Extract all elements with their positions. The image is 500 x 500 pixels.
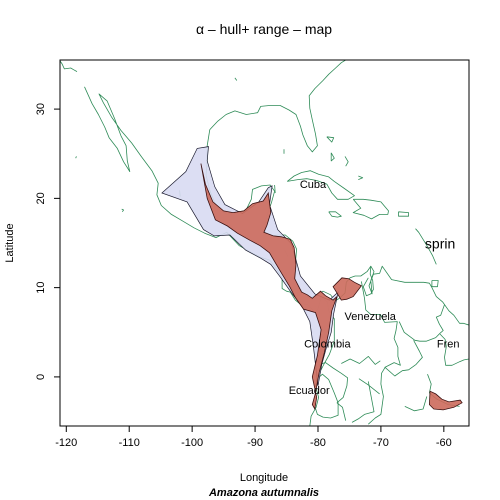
place-label-sprin: sprin — [425, 236, 455, 252]
coastline-9 — [326, 136, 335, 143]
map-title: α – hull+ range – map — [196, 21, 332, 37]
coastline-26 — [358, 378, 380, 395]
x-tick-label: -110 — [119, 437, 140, 449]
y-axis-label: Latitude — [4, 223, 16, 262]
coastline-1 — [205, 129, 469, 326]
coastline-33 — [234, 77, 238, 81]
coastline-32 — [75, 156, 77, 159]
place-label-cuba: Cuba — [300, 179, 327, 191]
x-tick-label: -70 — [373, 437, 389, 449]
coastline-8 — [415, 228, 437, 265]
coastline-13 — [60, 60, 78, 72]
place-label-venezuela: Venezuela — [345, 311, 397, 323]
range-polygon-2 — [428, 390, 463, 411]
coastline-28 — [351, 381, 375, 423]
coastline-17 — [362, 266, 374, 297]
x-tick-label: -60 — [436, 437, 452, 449]
y-tick-label: 30 — [35, 103, 47, 115]
coastline-5 — [352, 198, 389, 220]
coastline-7 — [431, 280, 439, 288]
coastline-27 — [341, 356, 381, 365]
coastline-25 — [404, 396, 428, 412]
x-tick-label: -90 — [247, 437, 263, 449]
y-tick-label: 0 — [35, 374, 47, 380]
x-axis: -120 -110 -100 -90 -80 -70 -60 — [55, 426, 452, 449]
coastline-21 — [398, 304, 445, 342]
coastline-14 — [121, 208, 124, 213]
x-tick-label: -120 — [55, 437, 77, 449]
coastline-10 — [330, 152, 335, 162]
coastline-29 — [336, 402, 347, 421]
species-subtitle: Amazona autumnalis — [208, 487, 319, 499]
coastline-3 — [286, 170, 355, 200]
coastline-6 — [398, 211, 409, 217]
coastline-18 — [314, 373, 339, 419]
x-tick-label: -80 — [310, 437, 326, 449]
coastline-11 — [344, 156, 349, 167]
y-tick-label: 10 — [35, 282, 47, 294]
range-polygon-1 — [332, 277, 363, 301]
coastline-2 — [209, 60, 346, 153]
coastline-4 — [328, 211, 342, 218]
coastline-20 — [361, 281, 401, 425]
range-layer — [200, 163, 463, 411]
coastline-22 — [439, 333, 469, 366]
place-label-fren: Fren — [437, 339, 460, 351]
coastline-15 — [274, 184, 276, 194]
alpha-hull-polygon-0 — [161, 146, 339, 386]
x-tick-label: -100 — [181, 437, 203, 449]
alpha-hull-layer — [161, 146, 339, 386]
coastline-0 — [84, 86, 335, 426]
y-tick-label: 20 — [35, 192, 47, 204]
coastline-23 — [384, 340, 423, 377]
place-label-layer: Cuba sprin Venezuela Colombia Fren Ecuador — [289, 179, 460, 397]
range-polygon-0 — [200, 163, 338, 411]
coastline-12 — [358, 175, 364, 180]
x-axis-label: Longitude — [240, 472, 288, 484]
place-label-colombia: Colombia — [304, 339, 351, 351]
y-axis: 0 10 20 30 — [35, 103, 60, 380]
place-label-ecuador: Ecuador — [289, 385, 330, 397]
plot-frame — [59, 59, 470, 427]
map-area: Cuba sprin Venezuela Colombia Fren Ecuador — [60, 60, 469, 426]
coastline-19 — [319, 362, 348, 404]
